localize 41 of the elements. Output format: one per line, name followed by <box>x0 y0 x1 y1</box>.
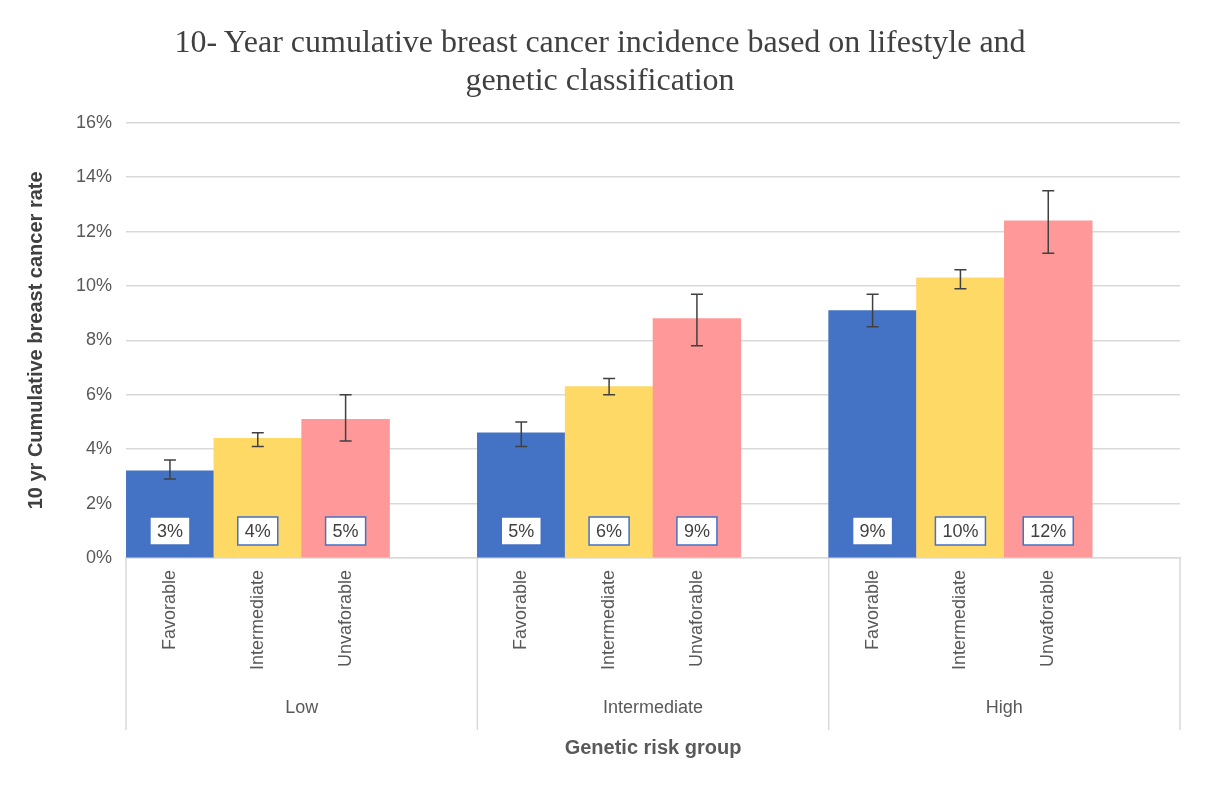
bar <box>213 437 303 558</box>
text: Low <box>285 696 320 717</box>
data-label: 9% <box>859 520 886 541</box>
y-tick-label: 4% <box>86 438 113 459</box>
x-tick-label: Intermediate <box>246 569 267 671</box>
y-tick-label: 10% <box>76 274 113 295</box>
x-tick-label: Unvaforable <box>334 569 355 668</box>
bar <box>564 386 654 558</box>
text: Intermediate <box>602 696 704 717</box>
bar <box>828 310 917 558</box>
y-tick-label: 0% <box>86 546 113 567</box>
bar <box>916 277 1005 558</box>
x-tick-label: Favorable <box>861 569 882 650</box>
data-label: 4% <box>244 520 271 541</box>
x-tick-label: Intermediate <box>949 569 970 671</box>
data-label: 5% <box>332 520 359 541</box>
x-tick-label: Favorable <box>158 569 179 650</box>
y-tick-label: 2% <box>86 492 113 513</box>
x-axis-title: Genetic risk group <box>564 735 742 758</box>
y-axis-title: 10 yr Cumulative breast cancer rate <box>23 171 46 510</box>
bar <box>652 318 742 558</box>
data-label: 9% <box>683 520 710 541</box>
bar <box>477 432 566 558</box>
bar <box>301 418 390 558</box>
y-tick-label: 14% <box>76 166 113 187</box>
y-tick-label: 6% <box>86 383 113 404</box>
x-tick-label: Unvaforable <box>1037 569 1058 668</box>
y-tick-label: 8% <box>86 329 113 350</box>
data-label: 5% <box>508 520 535 541</box>
data-label: 3% <box>156 520 183 541</box>
data-label: 6% <box>596 520 623 541</box>
x-tick-label: Unvaforable <box>685 569 706 668</box>
text: High <box>985 696 1023 717</box>
y-tick-label: 16% <box>76 111 113 132</box>
bar <box>1004 220 1093 558</box>
data-label: 12% <box>1030 520 1067 541</box>
y-tick-label: 12% <box>76 220 113 241</box>
x-tick-label: Intermediate <box>598 569 619 671</box>
chart-title: 10- Year cumulative breast cancer incidence based on lifestyle and genetic classification <box>174 22 1026 98</box>
data-label: 10% <box>942 520 979 541</box>
x-tick-label: Favorable <box>510 569 531 650</box>
